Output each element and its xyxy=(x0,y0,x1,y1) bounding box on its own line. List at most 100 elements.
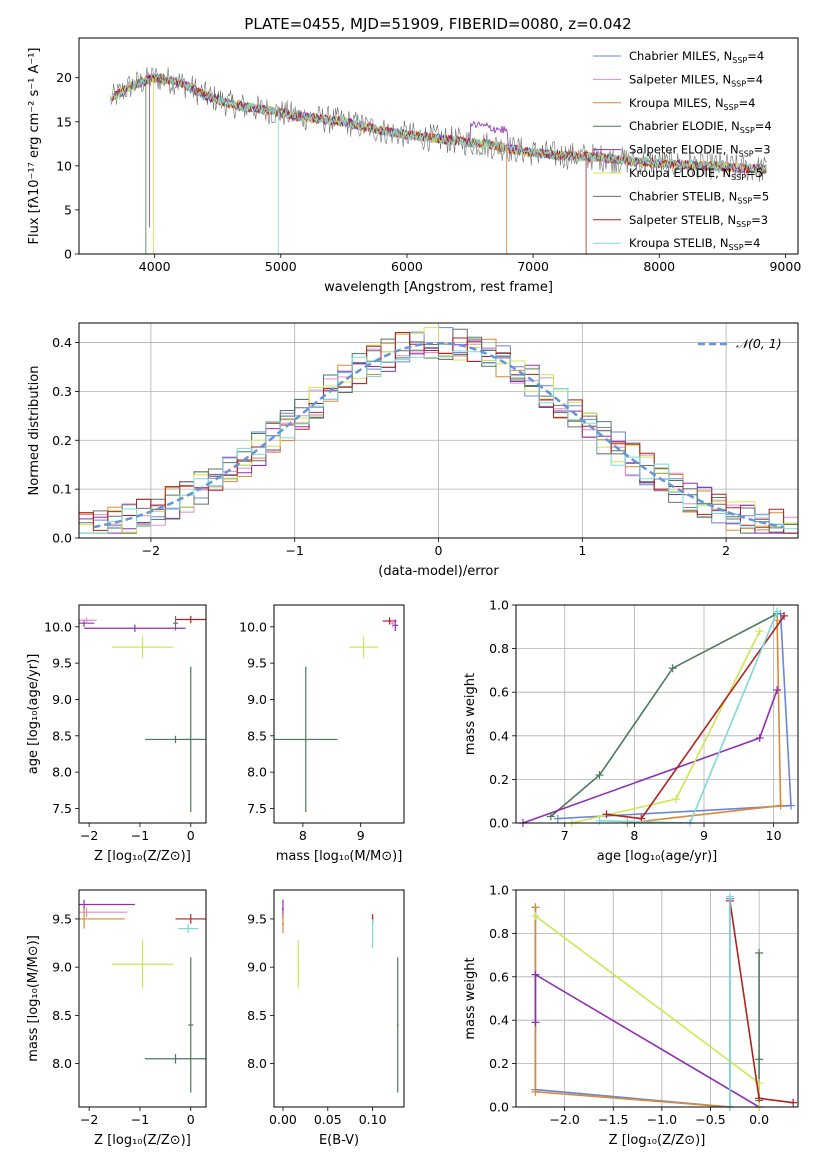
x-tick-label: 4000 xyxy=(139,259,171,274)
x-tick-label: −2.0 xyxy=(549,1112,579,1127)
y-axis-label: Normed distribution xyxy=(27,366,42,496)
legend-label: Chabrier ELODIE, NSSP=4 xyxy=(629,119,772,135)
spectrum-line-8 xyxy=(110,72,767,174)
weight-line-3 xyxy=(550,612,778,818)
y-tick-label: 0.0 xyxy=(52,531,72,546)
y-tick-label: 8.5 xyxy=(52,728,72,743)
y-tick-label: 9.0 xyxy=(247,960,267,975)
weight-line-0 xyxy=(557,613,792,820)
x-tick-label: 6000 xyxy=(391,259,423,274)
weight-line-8 xyxy=(599,611,778,823)
y-tick-label: 10.0 xyxy=(239,619,267,634)
x-tick-label: −0.5 xyxy=(695,1112,725,1127)
weight-line-5 xyxy=(571,630,761,823)
x-tick-label: 9000 xyxy=(769,259,801,274)
legend-label: Salpeter STELIB, NSSP=3 xyxy=(629,213,768,229)
x-tick-label: −1 xyxy=(131,1112,149,1127)
x-axis-label: Z [log₁₀(Z/Z⊙)] xyxy=(609,1133,706,1148)
panel-mass_weight_vs_age: 7 8 9 10 0.0 0.2 0.4 0.6 0.8 1.0 age [log₁₀(age/yr… xyxy=(463,598,799,864)
weight-line-7 xyxy=(729,900,794,1104)
weight-line-4 xyxy=(534,973,760,1107)
axes-frame xyxy=(515,889,799,1108)
y-tick-label: 9.5 xyxy=(247,911,267,926)
y-tick-label: 9.0 xyxy=(52,960,72,975)
legend-label: Kroupa STELIB, NSSP=4 xyxy=(629,236,760,252)
x-tick-label: 0.10 xyxy=(359,1112,387,1127)
legend-label: Salpeter ELODIE, NSSP=3 xyxy=(629,143,771,159)
x-axis-label: E(B-V) xyxy=(319,1133,359,1148)
panel-spectrum: 4000 5000 6000 7000 8000 9000 0 5 10 15 20 waveleng… xyxy=(27,37,801,295)
y-tick-label: 0.0 xyxy=(489,816,509,831)
y-tick-label: 0.8 xyxy=(489,926,509,941)
y-tick-label: 10.0 xyxy=(44,619,72,634)
x-tick-label: 8000 xyxy=(643,259,675,274)
panel-mass_vs_EBV: 0.00 0.05 0.10 8.0 8.5 9.0 9.5 E(B-V) xyxy=(247,889,405,1148)
x-tick-label: −1.0 xyxy=(647,1112,677,1127)
x-tick-label: 8 xyxy=(299,828,307,843)
x-tick-label: −1 xyxy=(285,543,303,558)
axes-frame xyxy=(78,604,207,824)
y-tick-label: 0.4 xyxy=(489,728,509,743)
y-tick-label: 0.4 xyxy=(52,335,72,350)
x-tick-label: −2 xyxy=(80,1112,98,1127)
x-tick-label: 0 xyxy=(187,828,195,843)
y-tick-label: 8.0 xyxy=(52,765,72,780)
x-tick-label: −2 xyxy=(142,543,160,558)
y-tick-label: 8.5 xyxy=(247,728,267,743)
legend-label: Chabrier STELIB, NSSP=5 xyxy=(629,189,769,205)
y-tick-label: 0.4 xyxy=(489,1013,509,1028)
x-tick-label: 2 xyxy=(722,543,730,558)
panel-age_vs_mass: 8 9 7.5 8.0 8.5 9.0 9.5 10.0 mass [log₁₀(M/M⊙)] xyxy=(239,604,405,864)
y-tick-label: 9.5 xyxy=(52,656,72,671)
y-tick-label: 7.5 xyxy=(52,801,72,816)
histogram-5 xyxy=(79,327,798,534)
x-axis-label: Z [log₁₀(Z/Z⊙)] xyxy=(94,849,191,864)
weight-line-7 xyxy=(606,615,785,820)
axes-frame xyxy=(78,889,207,1108)
y-tick-label: 0.2 xyxy=(489,772,509,787)
y-tick-label: 7.5 xyxy=(247,801,267,816)
x-axis-label: mass [log₁₀(M/M⊙)] xyxy=(276,849,403,864)
x-tick-label: 0.05 xyxy=(314,1112,342,1127)
histogram-8 xyxy=(79,350,798,534)
x-tick-label: 9 xyxy=(700,828,708,843)
x-axis-label: Z [log₁₀(Z/Z⊙)] xyxy=(94,1133,191,1148)
y-tick-label: 0.2 xyxy=(52,433,72,448)
y-tick-label: 10 xyxy=(56,158,72,173)
weight-line-5 xyxy=(534,915,760,1107)
x-tick-label: 9 xyxy=(357,828,365,843)
y-axis-label: mass [log₁₀(M/M⊙)] xyxy=(26,935,41,1062)
y-tick-label: 9.5 xyxy=(52,911,72,926)
x-tick-label: −1.5 xyxy=(598,1112,628,1127)
y-tick-label: 5 xyxy=(64,202,72,217)
x-tick-label: 5000 xyxy=(265,259,297,274)
normal-curve xyxy=(93,341,784,529)
legend-label: Salpeter MILES, NSSP=4 xyxy=(629,72,763,88)
weight-line-4 xyxy=(522,689,778,823)
y-tick-label: 8.0 xyxy=(247,1056,267,1071)
panel-mass_weight_vs_Z: −2.0 −1.5 −1.0 −0.5 0.0 0.0 0.2 0.4 0.6 0.8 1.0 Z [… xyxy=(463,883,799,1148)
figure-title: PLATE=0455, MJD=51909, FIBERID=0080, z=0… xyxy=(244,15,631,33)
axes-frame xyxy=(515,604,799,824)
legend-label: 𝒩(0, 1) xyxy=(736,336,782,351)
y-tick-label: 8.5 xyxy=(247,1008,267,1023)
x-axis-label: (data-model)/error xyxy=(378,564,499,579)
y-tick-label: 0.3 xyxy=(52,384,72,399)
x-tick-label: 7000 xyxy=(517,259,549,274)
x-tick-label: 0.0 xyxy=(749,1112,769,1127)
y-tick-label: 0 xyxy=(64,247,72,262)
y-tick-label: 9.5 xyxy=(247,656,267,671)
y-tick-label: 1.0 xyxy=(489,883,509,898)
y-tick-label: 0.6 xyxy=(489,685,509,700)
x-tick-label: 0.00 xyxy=(269,1112,297,1127)
x-tick-label: −2 xyxy=(80,828,98,843)
y-axis-label: mass weight xyxy=(463,673,478,755)
axes-frame xyxy=(273,604,405,824)
legend-label: Chabrier MILES, NSSP=4 xyxy=(629,49,764,65)
legend-label: Kroupa MILES, NSSP=4 xyxy=(629,96,755,112)
y-tick-label: 0.8 xyxy=(489,641,509,656)
panel-age_vs_Z: −2 −1 0 7.5 8.0 8.5 9.0 9.5 10.0 Z [log₁₀(Z/Z⊙)] a… xyxy=(26,604,207,864)
x-tick-label: 10 xyxy=(766,828,782,843)
x-tick-label: 0 xyxy=(187,1112,195,1127)
